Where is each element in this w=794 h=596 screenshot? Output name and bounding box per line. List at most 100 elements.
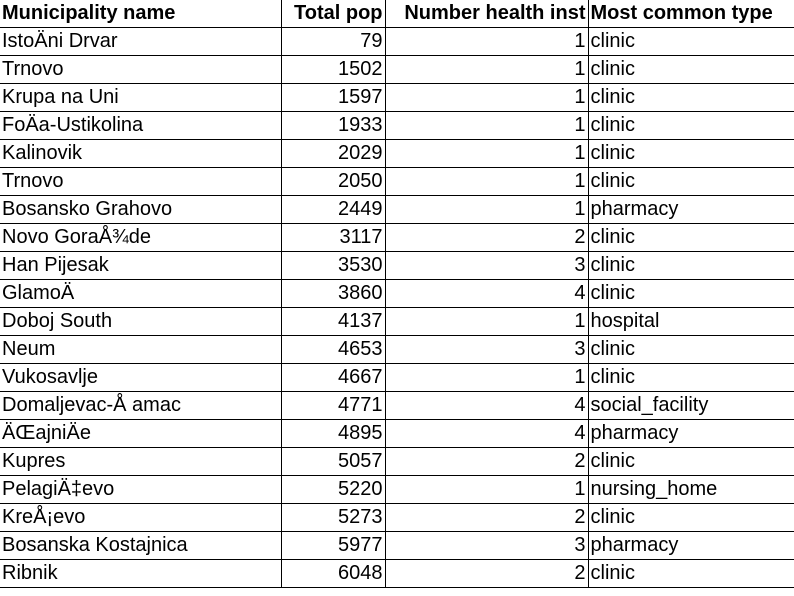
most-common-type-cell[interactable]: clinic bbox=[587, 559, 794, 588]
header-number-health-inst[interactable]: Number health inst bbox=[384, 0, 589, 28]
municipality-name-cell[interactable]: PelagiÄ‡evo bbox=[0, 475, 282, 504]
health-inst-count-cell[interactable]: 3 bbox=[384, 251, 589, 280]
health-inst-count-cell[interactable]: 3 bbox=[384, 531, 589, 560]
municipality-name-cell[interactable]: Trnovo bbox=[0, 55, 282, 84]
health-inst-count-cell[interactable]: 4 bbox=[384, 279, 589, 308]
most-common-type-cell[interactable]: nursing_home bbox=[587, 475, 794, 504]
municipality-name-cell[interactable]: GlamoÄ bbox=[0, 279, 282, 308]
table-row: Ribnik 6048 2 clinic bbox=[0, 559, 794, 588]
health-inst-count-cell[interactable]: 1 bbox=[384, 195, 589, 224]
table-row: FoÄa-Ustikolina 1933 1 clinic bbox=[0, 111, 794, 140]
most-common-type-cell[interactable]: clinic bbox=[587, 83, 794, 112]
total-pop-cell[interactable]: 1933 bbox=[280, 111, 386, 140]
total-pop-cell[interactable]: 4895 bbox=[280, 419, 386, 448]
most-common-type-cell[interactable]: hospital bbox=[587, 307, 794, 336]
health-inst-count-cell[interactable]: 1 bbox=[384, 83, 589, 112]
health-inst-count-cell[interactable]: 1 bbox=[384, 307, 589, 336]
municipality-name-cell[interactable]: Bosanska Kostajnica bbox=[0, 531, 282, 560]
total-pop-cell[interactable]: 4137 bbox=[280, 307, 386, 336]
health-inst-count-cell[interactable]: 1 bbox=[384, 139, 589, 168]
municipality-name-cell[interactable]: Krupa na Uni bbox=[0, 83, 282, 112]
total-pop-cell[interactable]: 79 bbox=[280, 27, 386, 56]
total-pop-cell[interactable]: 3530 bbox=[280, 251, 386, 280]
total-pop-cell[interactable]: 5057 bbox=[280, 447, 386, 476]
most-common-type-cell[interactable]: clinic bbox=[587, 447, 794, 476]
health-inst-count-cell[interactable]: 1 bbox=[384, 111, 589, 140]
municipality-name-cell[interactable]: Ribnik bbox=[0, 559, 282, 588]
total-pop-cell[interactable]: 4667 bbox=[280, 363, 386, 392]
municipality-name-cell[interactable]: Bosansko Grahovo bbox=[0, 195, 282, 224]
header-row: Municipality name Total pop Number healt… bbox=[0, 0, 794, 28]
total-pop-cell[interactable]: 5977 bbox=[280, 531, 386, 560]
total-pop-cell[interactable]: 5273 bbox=[280, 503, 386, 532]
table-row: ÄŒajniÄe 4895 4 pharmacy bbox=[0, 419, 794, 448]
total-pop-cell[interactable]: 1502 bbox=[280, 55, 386, 84]
table-row: Krupa na Uni 1597 1 clinic bbox=[0, 83, 794, 112]
total-pop-cell[interactable]: 4653 bbox=[280, 335, 386, 364]
municipality-name-cell[interactable]: Vukosavlje bbox=[0, 363, 282, 392]
table-row: Bosansko Grahovo 2449 1 pharmacy bbox=[0, 195, 794, 224]
most-common-type-cell[interactable]: clinic bbox=[587, 167, 794, 196]
table-row: Kalinovik 2029 1 clinic bbox=[0, 139, 794, 168]
table-row: Han Pijesak 3530 3 clinic bbox=[0, 251, 794, 280]
municipality-name-cell[interactable]: Kupres bbox=[0, 447, 282, 476]
most-common-type-cell[interactable]: clinic bbox=[587, 111, 794, 140]
health-inst-count-cell[interactable]: 1 bbox=[384, 55, 589, 84]
health-inst-count-cell[interactable]: 2 bbox=[384, 223, 589, 252]
table-row: IstoÄni Drvar 79 1 clinic bbox=[0, 27, 794, 56]
total-pop-cell[interactable]: 3860 bbox=[280, 279, 386, 308]
health-inst-count-cell[interactable]: 1 bbox=[384, 363, 589, 392]
total-pop-cell[interactable]: 5220 bbox=[280, 475, 386, 504]
most-common-type-cell[interactable]: clinic bbox=[587, 55, 794, 84]
health-inst-count-cell[interactable]: 2 bbox=[384, 503, 589, 532]
total-pop-cell[interactable]: 2050 bbox=[280, 167, 386, 196]
total-pop-cell[interactable]: 6048 bbox=[280, 559, 386, 588]
health-inst-count-cell[interactable]: 3 bbox=[384, 335, 589, 364]
most-common-type-cell[interactable]: clinic bbox=[587, 335, 794, 364]
municipality-name-cell[interactable]: Neum bbox=[0, 335, 282, 364]
most-common-type-cell[interactable]: clinic bbox=[587, 139, 794, 168]
most-common-type-cell[interactable]: clinic bbox=[587, 27, 794, 56]
table-row: KreÅ¡evo 5273 2 clinic bbox=[0, 503, 794, 532]
health-inst-count-cell[interactable]: 4 bbox=[384, 419, 589, 448]
most-common-type-cell[interactable]: pharmacy bbox=[587, 419, 794, 448]
total-pop-cell[interactable]: 3117 bbox=[280, 223, 386, 252]
header-municipality-name[interactable]: Municipality name bbox=[0, 0, 282, 28]
most-common-type-cell[interactable]: clinic bbox=[587, 363, 794, 392]
total-pop-cell[interactable]: 1597 bbox=[280, 83, 386, 112]
municipality-name-cell[interactable]: Kalinovik bbox=[0, 139, 282, 168]
most-common-type-cell[interactable]: clinic bbox=[587, 223, 794, 252]
health-inst-count-cell[interactable]: 2 bbox=[384, 559, 589, 588]
health-inst-count-cell[interactable]: 4 bbox=[384, 391, 589, 420]
table-row: Trnovo 1502 1 clinic bbox=[0, 55, 794, 84]
header-total-pop[interactable]: Total pop bbox=[280, 0, 386, 28]
municipality-name-cell[interactable]: KreÅ¡evo bbox=[0, 503, 282, 532]
health-inst-count-cell[interactable]: 2 bbox=[384, 447, 589, 476]
municipality-name-cell[interactable]: Han Pijesak bbox=[0, 251, 282, 280]
most-common-type-cell[interactable]: pharmacy bbox=[587, 531, 794, 560]
most-common-type-cell[interactable]: pharmacy bbox=[587, 195, 794, 224]
table-row: Domaljevac-Å amac 4771 4 social_facility bbox=[0, 391, 794, 420]
municipality-name-cell[interactable]: FoÄa-Ustikolina bbox=[0, 111, 282, 140]
total-pop-cell[interactable]: 2029 bbox=[280, 139, 386, 168]
municipality-name-cell[interactable]: Novo GoraÅ¾de bbox=[0, 223, 282, 252]
table-row: Novo GoraÅ¾de 3117 2 clinic bbox=[0, 223, 794, 252]
most-common-type-cell[interactable]: clinic bbox=[587, 279, 794, 308]
most-common-type-cell[interactable]: social_facility bbox=[587, 391, 794, 420]
most-common-type-cell[interactable]: clinic bbox=[587, 251, 794, 280]
municipality-name-cell[interactable]: Domaljevac-Å amac bbox=[0, 391, 282, 420]
health-inst-count-cell[interactable]: 1 bbox=[384, 475, 589, 504]
total-pop-cell[interactable]: 2449 bbox=[280, 195, 386, 224]
table-row: GlamoÄ 3860 4 clinic bbox=[0, 279, 794, 308]
table-row: Doboj South 4137 1 hospital bbox=[0, 307, 794, 336]
municipality-name-cell[interactable]: Trnovo bbox=[0, 167, 282, 196]
health-inst-count-cell[interactable]: 1 bbox=[384, 167, 589, 196]
health-inst-count-cell[interactable]: 1 bbox=[384, 27, 589, 56]
municipality-name-cell[interactable]: ÄŒajniÄe bbox=[0, 419, 282, 448]
municipality-name-cell[interactable]: IstoÄni Drvar bbox=[0, 27, 282, 56]
most-common-type-cell[interactable]: clinic bbox=[587, 503, 794, 532]
total-pop-cell[interactable]: 4771 bbox=[280, 391, 386, 420]
header-most-common-type[interactable]: Most common type bbox=[587, 0, 794, 28]
municipality-name-cell[interactable]: Doboj South bbox=[0, 307, 282, 336]
